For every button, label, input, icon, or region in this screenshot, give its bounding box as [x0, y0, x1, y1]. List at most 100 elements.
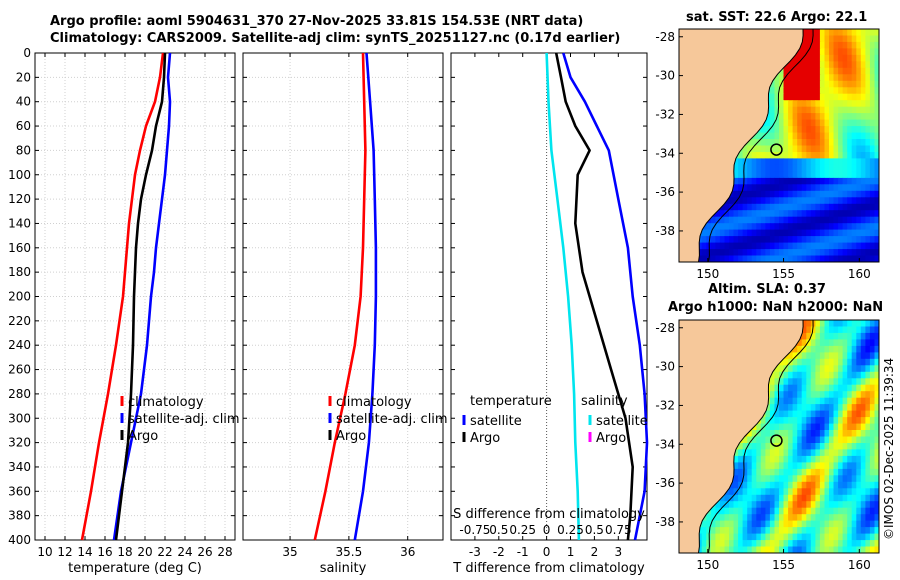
top-tick-label: 0.25 — [557, 523, 584, 537]
x-tick-label: 26 — [197, 545, 212, 559]
x-tick-label: 36 — [400, 545, 415, 559]
x-tick-label: 20 — [137, 545, 152, 559]
x-tick-label: 18 — [117, 545, 132, 559]
legend-title-salinity: salinity — [581, 394, 628, 409]
map-y-tick-label: -36 — [655, 476, 675, 490]
x-tick-label: 10 — [37, 545, 52, 559]
map-y-tick-label: -32 — [655, 107, 675, 121]
argo-position-marker — [770, 143, 783, 156]
sla-map-subtitle: Argo h1000: NaN h2000: NaN — [668, 300, 884, 315]
legend-label: climatology — [128, 395, 204, 410]
x-tick-label: 24 — [177, 545, 192, 559]
sst-map-title: sat. SST: 22.6 Argo: 22.1 — [686, 10, 868, 25]
map-x-tick-label: 155 — [772, 558, 795, 572]
y-tick-label: 80 — [16, 143, 31, 157]
map-y-tick-label: -34 — [655, 437, 675, 451]
y-tick-label: 0 — [23, 46, 31, 60]
map-x-tick-label: 150 — [696, 558, 719, 572]
series-line-climatology — [313, 52, 367, 541]
map-y-tick-label: -36 — [655, 185, 675, 199]
x-axis-label: T difference from climatology — [452, 561, 645, 576]
map-frame — [678, 28, 880, 263]
map-x-tick-label: 150 — [696, 267, 719, 281]
x-tick-label: -3 — [469, 545, 481, 559]
x-tick-label: -1 — [517, 545, 529, 559]
legend-label: climatology — [336, 395, 412, 410]
legend-label: satellite — [596, 414, 648, 429]
x-tick-label: 2 — [591, 545, 599, 559]
y-tick-label: 360 — [8, 484, 31, 498]
map-y-tick-label: -34 — [655, 146, 675, 160]
x-tick-label: 28 — [217, 545, 232, 559]
sla-map-title: Altim. SLA: 0.37 — [708, 282, 826, 297]
top-tick-label: -0.75 — [459, 523, 490, 537]
map-x-tick-label: 160 — [848, 558, 871, 572]
legend-label: Argo — [128, 429, 158, 444]
x-tick-label: 14 — [77, 545, 92, 559]
map-y-tick-label: -28 — [655, 30, 675, 44]
map-x-tick-label: 155 — [772, 267, 795, 281]
map-y-tick-label: -30 — [655, 360, 675, 374]
legend-label: Argo — [336, 429, 366, 444]
land-mass — [679, 320, 804, 553]
top-axis-label: S difference from climatology — [453, 507, 645, 522]
map-y-tick-label: -30 — [655, 69, 675, 83]
x-tick-label: 0 — [543, 545, 551, 559]
panel-differences: -3 -2 -1 0 1 2 3 T difference from climatology t… — [450, 52, 649, 576]
x-tick-label: 35.5 — [336, 545, 363, 559]
y-tick-label: 100 — [8, 168, 31, 182]
x-tick-label: -2 — [493, 545, 505, 559]
y-tick-label: 300 — [8, 411, 31, 425]
map-y-tick-label: -28 — [655, 321, 675, 335]
x-axis-label: temperature (deg C) — [68, 561, 202, 576]
series-line-temperature-satellite — [562, 52, 649, 541]
depth-contour — [708, 29, 814, 262]
y-tick-label: 40 — [16, 95, 31, 109]
x-tick-label: 1 — [567, 545, 575, 559]
figure-title-line2: Climatology: CARS2009. Satellite-adj cli… — [50, 31, 621, 46]
map-y-tick-label: -38 — [655, 224, 675, 238]
top-tick-label: 0.5 — [585, 523, 604, 537]
legend-label: satellite-adj. clim — [128, 412, 240, 427]
top-tick-label: 0.25 — [509, 523, 536, 537]
series-line-temperature-argo — [554, 52, 635, 541]
x-tick-label: 12 — [57, 545, 72, 559]
map-sla: 150 155 160 -28 -30 -32 -34 -36 -38 — [655, 319, 880, 572]
y-tick-label: 160 — [8, 241, 31, 255]
legend-label: satellite-adj. clim — [336, 412, 448, 427]
legend-label: Argo — [470, 431, 500, 446]
y-tick-label: 220 — [8, 314, 31, 328]
top-tick-label: 0.5 — [489, 523, 508, 537]
map-frame — [678, 319, 880, 554]
map-y-tick-label: -38 — [655, 515, 675, 529]
legend-title-temperature: temperature — [470, 394, 552, 409]
top-tick-label: 0 — [543, 523, 551, 537]
panel-salinity: 35 35.5 36 salinity climatology satellite-adj… — [242, 52, 448, 576]
map-field — [679, 29, 879, 262]
x-tick-label: 22 — [157, 545, 172, 559]
series-line-argo — [114, 52, 167, 541]
figure-title-line1: Argo profile: aoml 5904631_370 27-Nov-20… — [50, 14, 584, 29]
y-tick-label: 380 — [8, 509, 31, 523]
x-tick-label: 3 — [614, 545, 622, 559]
x-tick-label: 35 — [282, 545, 297, 559]
y-tick-label: 60 — [16, 119, 31, 133]
x-axis-label: salinity — [320, 561, 367, 576]
y-tick-label: 140 — [8, 216, 31, 230]
depth-contour — [708, 320, 814, 553]
y-tick-label: 320 — [8, 436, 31, 450]
y-tick-label: 240 — [8, 338, 31, 352]
land-mass — [679, 29, 804, 262]
map-y-tick-label: -32 — [655, 398, 675, 412]
y-tick-label: 20 — [16, 70, 31, 84]
series-line-satellite-adj-clim — [353, 52, 378, 541]
y-tick-label: 280 — [8, 387, 31, 401]
map-x-tick-label: 160 — [848, 267, 871, 281]
argo-position-marker — [770, 434, 783, 447]
y-tick-label: 200 — [8, 290, 31, 304]
series-line-climatology — [80, 52, 165, 541]
legend-label: satellite — [470, 414, 522, 429]
y-tick-label: 260 — [8, 363, 31, 377]
legend-label: Argo — [596, 431, 626, 446]
